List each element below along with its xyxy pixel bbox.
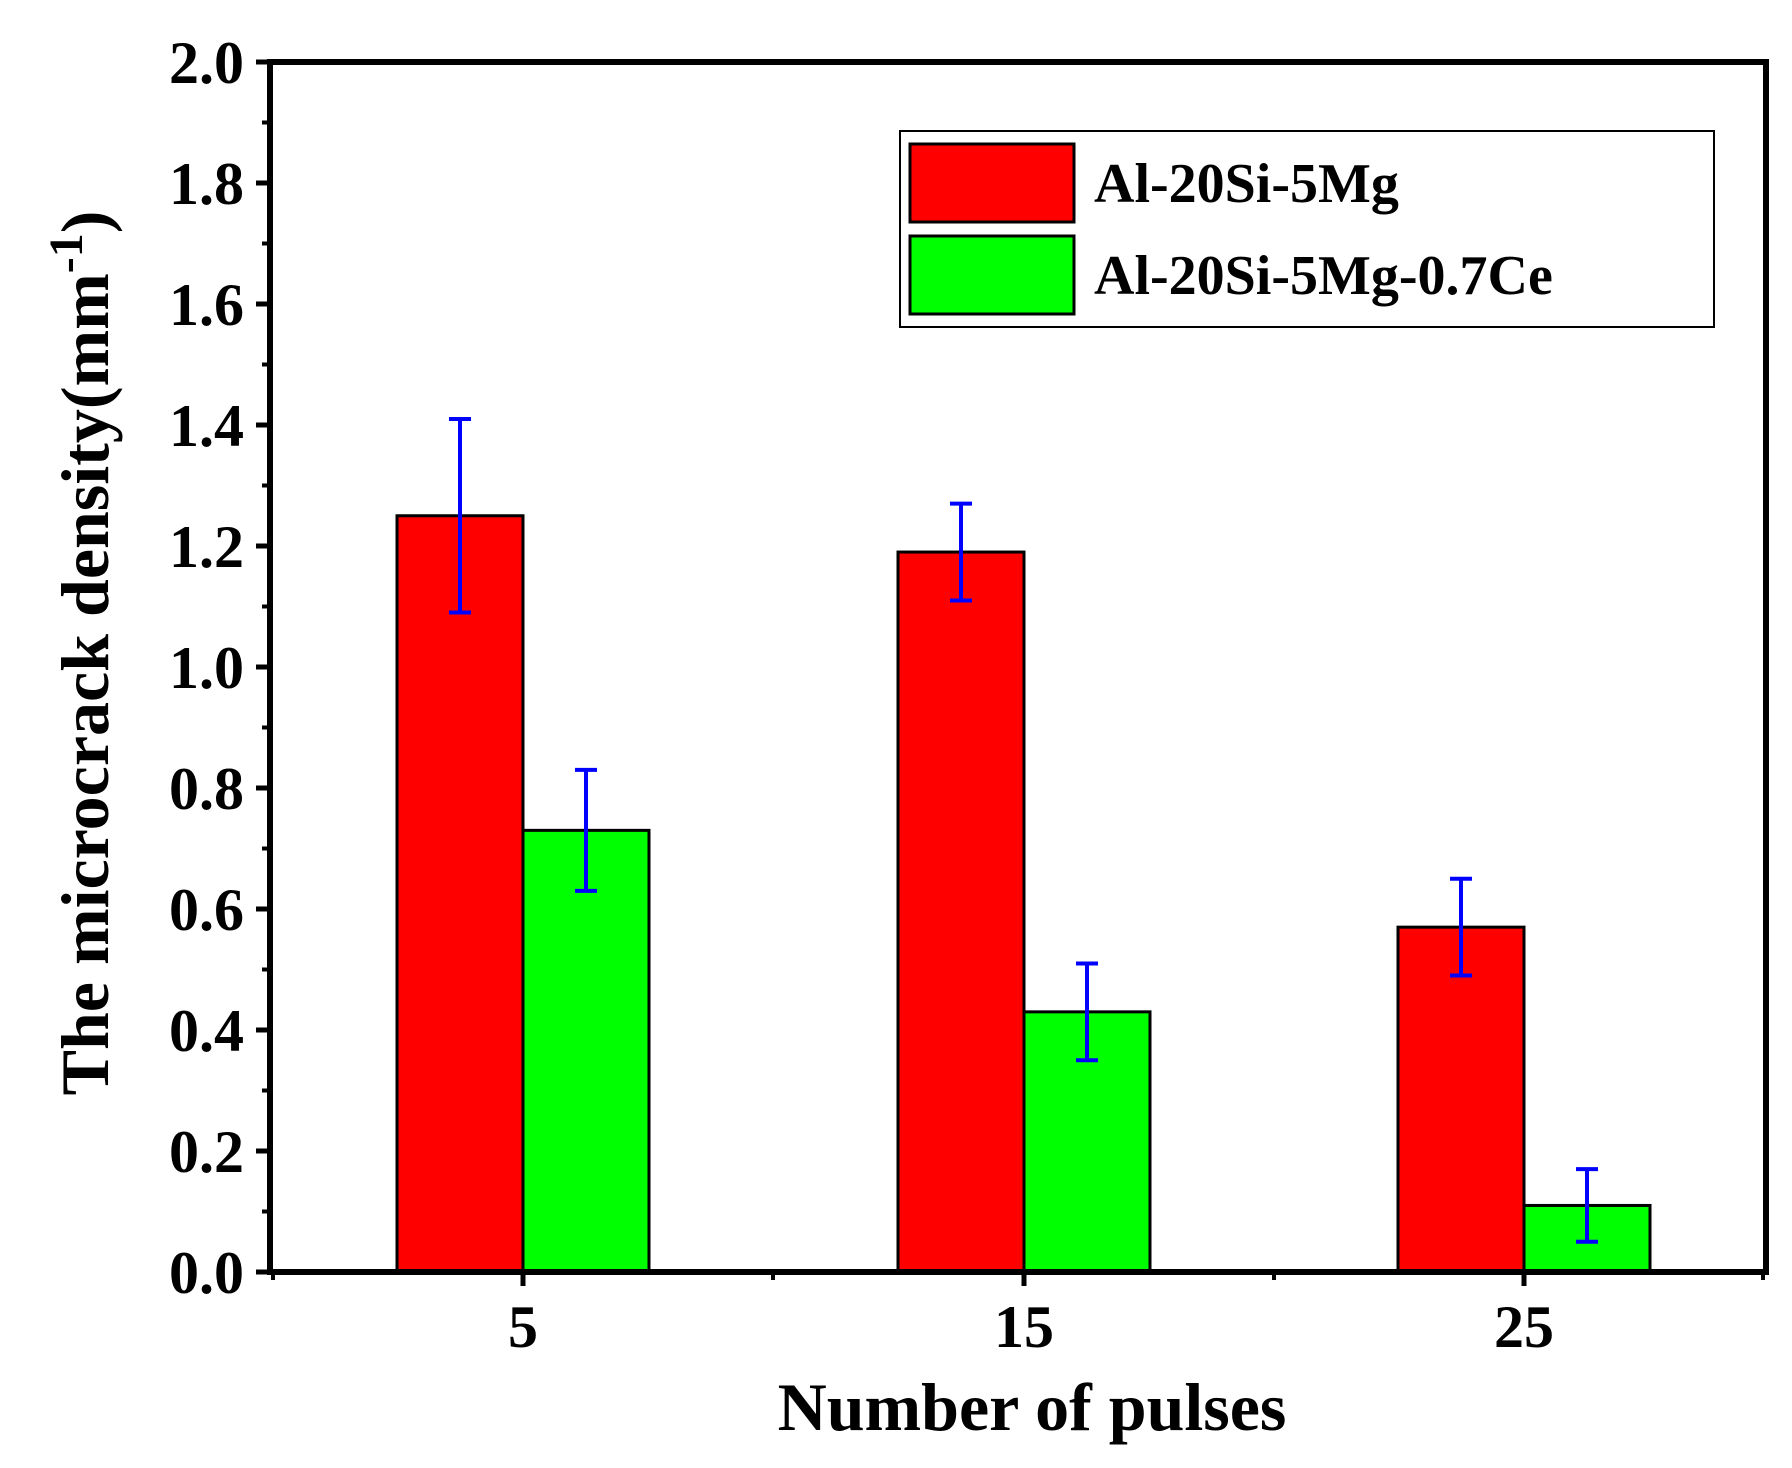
bar-series1-15 (896, 550, 1026, 1274)
y-tick-label: 0.4 (169, 998, 244, 1064)
y-tick-label: 0.0 (169, 1240, 244, 1306)
legend: Al-20Si-5Mg Al-20Si-5Mg-0.7Ce (899, 130, 1715, 328)
y-tick-label: 2.0 (169, 30, 244, 96)
legend-label-series1: Al-20Si-5Mg (1094, 153, 1399, 215)
y-tick-label: 1.2 (169, 514, 244, 580)
x-tick-label: 5 (508, 1294, 538, 1360)
error-bar-series1-5 (449, 416, 471, 615)
error-bars-layer (449, 416, 1598, 1244)
bar-series2-5 (521, 828, 651, 1274)
error-bar-series1-15 (950, 501, 972, 603)
y-tick-label: 0.2 (169, 1119, 244, 1185)
legend-swatch-series2 (908, 234, 1076, 316)
x-tick-label: 15 (994, 1294, 1054, 1360)
y-tick-label: 0.8 (169, 756, 244, 822)
y-axis-title: The microcrack density(mm-1) (40, 211, 123, 1096)
y-tick-label: 0.6 (169, 877, 244, 943)
y-axis-title-superscript: -1 (40, 233, 93, 273)
error-bar-series2-5 (575, 767, 597, 893)
error-bar-series2-15 (1076, 961, 1098, 1063)
legend-swatch-series1 (908, 142, 1076, 224)
x-axis-title: Number of pulses (778, 1369, 1287, 1445)
y-tick-label: 1.8 (169, 151, 244, 217)
y-axis-title-main: The microcrack density(mm (47, 273, 123, 1095)
y-tick-label: 1.0 (169, 635, 244, 701)
legend-label-series2: Al-20Si-5Mg-0.7Ce (1094, 245, 1553, 307)
axes-layer: 0.0 0.2 0.4 0.6 0.8 1.0 1.2 1.4 1.6 1.8 2.0 5 15 25 (169, 30, 1769, 1360)
error-bar-series2-25 (1576, 1167, 1598, 1244)
error-bar-series1-25 (1450, 876, 1472, 978)
y-tick-label: 1.4 (169, 393, 244, 459)
bar-series1-25 (1396, 925, 1526, 1274)
y-axis-title-close: ) (47, 211, 123, 234)
y-tick-label: 1.6 (169, 272, 244, 338)
bar-series1-5 (395, 514, 525, 1274)
x-tick-label: 25 (1494, 1294, 1554, 1360)
